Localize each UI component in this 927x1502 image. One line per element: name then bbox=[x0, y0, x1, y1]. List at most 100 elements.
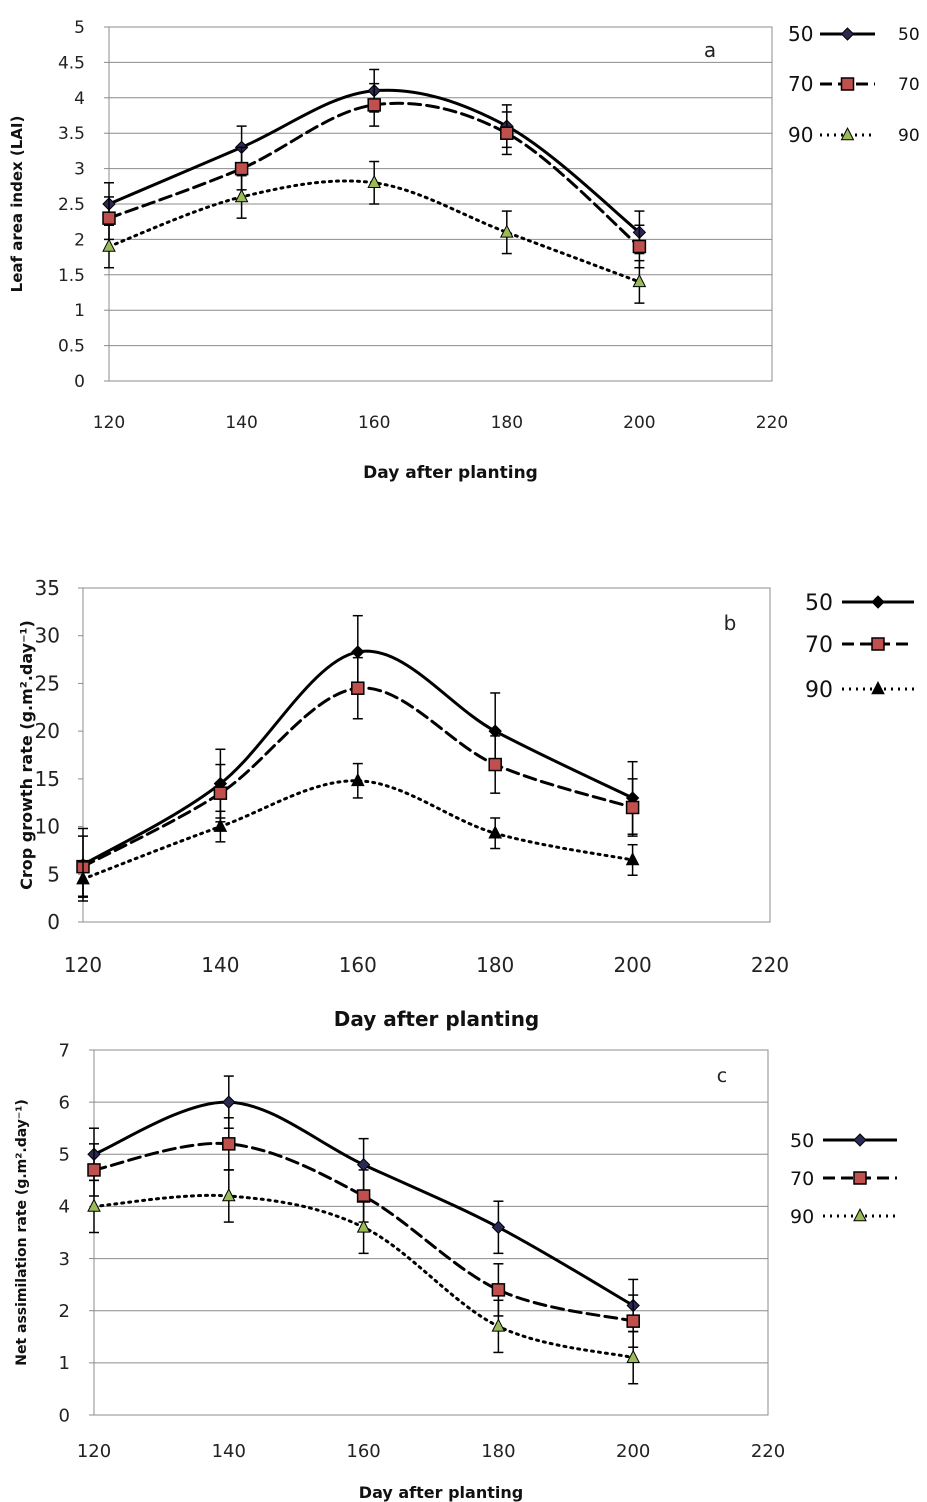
legend-entry-50: 50 50 bbox=[788, 22, 920, 46]
legend-label-secondary: 50 bbox=[898, 25, 920, 45]
y-axis-title: Leaf area index (LAI) bbox=[8, 116, 26, 293]
legend-label: 70 bbox=[788, 72, 813, 96]
x-axis-title: Day after planting bbox=[334, 1007, 540, 1031]
data-point-marker bbox=[350, 772, 365, 787]
y-tick-label: 20 bbox=[35, 719, 60, 743]
data-point-marker bbox=[222, 1137, 236, 1151]
data-point-marker bbox=[76, 871, 90, 885]
legend-marker-sample bbox=[853, 1171, 867, 1185]
x-axis-title: Day after planting bbox=[363, 463, 538, 483]
y-tick-label: 0 bbox=[47, 910, 60, 934]
x-tick-label: 120 bbox=[77, 1441, 111, 1462]
series-90 bbox=[87, 1169, 641, 1385]
data-point-marker bbox=[625, 851, 640, 866]
y-tick-label: 4 bbox=[74, 89, 85, 109]
legend-entry-70: 70 70 bbox=[788, 72, 920, 96]
x-tick-label: 120 bbox=[64, 953, 102, 977]
data-point-marker bbox=[351, 681, 365, 695]
x-tick-label: 160 bbox=[339, 953, 377, 977]
legend-entry-90: 90 90 bbox=[788, 123, 920, 147]
y-tick-label: 7 bbox=[59, 1040, 70, 1061]
legend-marker-sample bbox=[871, 637, 885, 651]
x-tick-label: 180 bbox=[476, 953, 514, 977]
data-point-marker bbox=[87, 1163, 101, 1177]
y-tick-label: 10 bbox=[35, 815, 60, 839]
legend-label: 90 bbox=[805, 678, 833, 703]
legend-label: 50 bbox=[788, 22, 813, 46]
legend-label: 90 bbox=[790, 1206, 814, 1228]
x-tick-label: 200 bbox=[616, 1441, 650, 1462]
data-point-marker bbox=[632, 239, 647, 254]
data-point-marker bbox=[626, 1314, 640, 1328]
data-point-marker bbox=[213, 818, 228, 832]
data-point-marker bbox=[488, 825, 503, 839]
data-point-marker bbox=[102, 238, 116, 252]
legend-label: 50 bbox=[790, 1130, 814, 1152]
y-axis-title: Crop growth rate (g.m².day⁻¹) bbox=[17, 620, 36, 890]
legend-label: 70 bbox=[805, 633, 833, 658]
x-tick-label: 220 bbox=[751, 1441, 785, 1462]
data-point-marker bbox=[626, 1349, 641, 1363]
data-point-marker bbox=[491, 1283, 506, 1297]
legend-marker-sample bbox=[853, 1208, 867, 1222]
panel-letter: b bbox=[724, 611, 737, 635]
legend-entry-90: 90 bbox=[790, 1206, 897, 1228]
chart-panel-a: 0 0.5 1 1.5 2 2.5 3 3.5 4 4.5 5 120 140 160 180 200 220 D… bbox=[8, 18, 920, 483]
y-tick-label: 6 bbox=[59, 1092, 70, 1113]
x-tick-label: 140 bbox=[201, 953, 239, 977]
data-point-marker bbox=[491, 1220, 506, 1234]
legend-marker-sample bbox=[871, 595, 885, 609]
x-tick-label: 180 bbox=[491, 413, 523, 433]
series-90 bbox=[76, 762, 640, 897]
x-tick-label: 180 bbox=[481, 1441, 515, 1462]
y-tick-label: 2 bbox=[74, 230, 85, 250]
plot-area-frame bbox=[82, 587, 771, 923]
data-point-marker bbox=[500, 126, 514, 140]
y-tick-label: 4.5 bbox=[58, 53, 85, 73]
y-tick-label: 5 bbox=[74, 18, 85, 38]
y-tick-label: 2 bbox=[59, 1301, 70, 1322]
legend-entry-50: 50 bbox=[790, 1130, 897, 1152]
x-tick-label: 140 bbox=[225, 413, 257, 433]
y-tick-label: 4 bbox=[59, 1197, 70, 1218]
legend-label-secondary: 90 bbox=[898, 126, 920, 146]
y-tick-label: 35 bbox=[35, 576, 60, 600]
y-tick-label: 5 bbox=[59, 1145, 70, 1166]
data-point-marker bbox=[488, 757, 502, 772]
x-axis-title: Day after planting bbox=[359, 1483, 523, 1502]
y-tick-label: 1 bbox=[59, 1353, 70, 1374]
data-point-marker bbox=[356, 1219, 371, 1233]
x-tick-label: 220 bbox=[756, 413, 788, 433]
plot-area-frame bbox=[93, 1049, 769, 1416]
legend-label: 50 bbox=[805, 591, 833, 616]
legend-entry-90: 90 bbox=[805, 678, 914, 703]
data-point-marker bbox=[221, 1188, 236, 1202]
y-axis-title: Net assimilation rate (g.m².day⁻¹) bbox=[14, 1099, 30, 1366]
legend-entry-70: 70 bbox=[790, 1168, 897, 1190]
y-tick-label: 0.5 bbox=[58, 337, 85, 357]
data-point-marker bbox=[632, 273, 647, 288]
y-tick-label: 3 bbox=[59, 1249, 70, 1270]
legend-marker-sample bbox=[840, 77, 855, 91]
x-tick-label: 200 bbox=[614, 953, 652, 977]
data-point-marker bbox=[499, 224, 514, 238]
data-point-marker bbox=[356, 1158, 371, 1172]
panel-letter: c bbox=[717, 1065, 727, 1087]
data-point-marker bbox=[351, 645, 365, 659]
x-tick-label: 120 bbox=[93, 413, 125, 433]
data-point-marker bbox=[356, 1189, 371, 1203]
y-tick-label: 1.5 bbox=[58, 266, 85, 286]
x-tick-label: 160 bbox=[346, 1441, 380, 1462]
y-tick-label: 5 bbox=[47, 862, 60, 886]
panel-letter: a bbox=[704, 38, 716, 62]
data-point-marker bbox=[367, 98, 381, 112]
data-point-marker bbox=[87, 1198, 101, 1212]
data-point-marker bbox=[234, 188, 249, 203]
legend-entry-50: 50 bbox=[805, 591, 914, 616]
chart-panel-b: 0 5 10 15 20 25 30 35 120 140 160 180 200 220 Day afte… bbox=[17, 576, 914, 1031]
data-point-marker bbox=[491, 1318, 506, 1332]
data-point-marker bbox=[213, 786, 228, 800]
series-90 bbox=[102, 160, 647, 304]
series-70 bbox=[102, 82, 647, 269]
